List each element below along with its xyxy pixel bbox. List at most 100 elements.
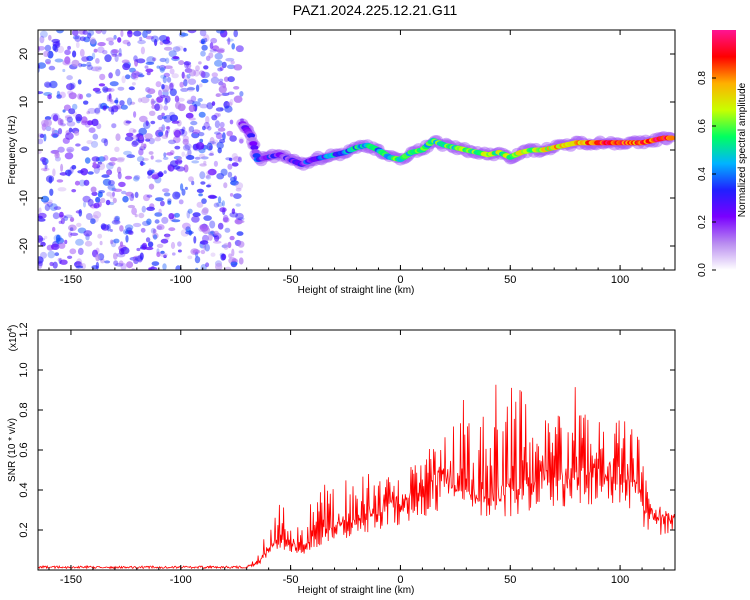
spectrogram-noise-blob [181,71,185,79]
spectrogram-noise-blob [91,52,96,60]
spectrogram-noise-blob [165,126,171,130]
spectrogram-noise-blob [150,227,156,234]
spectrogram-noise-blob [108,161,116,166]
spectrogram-noise-blob [38,256,44,264]
spectrogram-noise-blob [38,218,46,222]
spectrogram-x-axis-label: Height of straight line (km) [298,285,415,296]
spectrogram-noise-blob [146,206,156,211]
spectrogram-noise-blob [136,156,145,163]
spectrogram-noise-blob [156,225,163,230]
spectrogram-noise-blob [130,193,135,199]
spectrogram-noise-blob [59,211,64,218]
spectrogram-noise-blob [72,103,78,110]
spectrogram-noise-blob [217,67,223,72]
spectrogram-noise-blob [207,141,217,145]
spectrogram-noise-blob [58,220,63,224]
spectrogram-noise-blob [148,137,155,145]
spectrogram-noise-blob [102,50,108,55]
spectrogram-noise-blob [79,93,84,100]
spectrogram-noise-blob [229,135,237,142]
spectrogram-noise-blob [219,66,224,71]
spectrogram-noise-blob [207,194,217,199]
spectrogram-noise-blob [139,252,144,260]
spectrogram-noise-blob [111,123,117,129]
spectrogram-noise-blob [87,171,94,175]
spectrogram-noise-blob [204,243,210,252]
spectrogram-noise-blob [166,126,170,134]
spectrogram-noise-blob [162,115,167,120]
spectrogram-noise-blob [79,48,85,57]
spectrogram-noise-blob [90,140,99,148]
spectrogram-noise-blob [219,252,225,257]
spectrogram-noise-blob [66,75,73,81]
spectrogram-noise-blob [110,109,115,115]
snr-y-axis-label: SNR (10 * v/v) [7,418,18,482]
spectrogram-noise-blob [90,218,96,225]
spectrogram-noise-blob [38,46,46,51]
spectrogram-noise-blob [122,39,130,45]
spectrogram-noise-blob [162,263,167,270]
spectrogram-noise-blob [231,248,235,257]
spectrogram-noise-blob [93,48,98,53]
spectrogram-marks [38,30,675,270]
spectrogram-noise-blob [94,107,101,115]
spectrogram-noise-blob [206,184,211,188]
spectrogram-noise-blob [133,55,138,62]
spectrogram-noise-blob [55,149,59,157]
spectrogram-noise-blob [108,40,114,46]
spectrogram-noise-blob [114,215,121,221]
spectrogram-noise-blob [66,83,75,91]
spectrogram-noise-blob [133,222,142,228]
spectrogram-noise-blob [233,86,240,90]
spectrogram-noise-blob [198,193,203,197]
spectrogram-noise-blob [85,213,93,220]
spectrogram-noise-blob [56,90,61,97]
colorbar-gradient [712,30,736,270]
spectrogram-noise-blob [208,52,214,59]
spectrogram-noise-blob [183,47,187,52]
spectrogram-noise-blob [74,35,81,42]
colorbar-tick-label: 0.0 [697,263,708,277]
spectrogram-noise-blob [113,260,119,266]
spectrogram-noise-blob [133,30,142,37]
spectrogram-noise-blob [198,132,205,137]
y-tick-label: -20 [18,238,30,254]
spectrogram-noise-blob [164,97,168,105]
spectrogram-noise-blob [133,176,140,182]
spectrogram-noise-blob [140,227,146,233]
spectrogram-noise-blob [145,35,154,40]
spectrogram-noise-blob [38,62,46,69]
spectrogram-noise-blob [221,200,225,207]
spectrogram-noise-blob [232,156,241,162]
spectrogram-noise-blob [187,98,193,103]
spectrogram-noise-blob [56,179,64,183]
spectrogram-noise-blob [200,40,206,45]
spectrogram-noise-blob [107,184,116,191]
spectrogram-noise-blob [169,114,179,122]
spectrogram-noise-blob [146,218,152,225]
y-tick-label: -10 [18,190,30,206]
spectrogram-noise-blob [214,52,223,60]
spectrogram-noise-blob [227,171,233,178]
snr-y-ticks: 0.2 0.4 0.6 0.8 1.0 1.2 [18,322,675,538]
spectrogram-noise-blob [111,219,121,225]
spectrogram-noise-blob [161,134,169,139]
spectrogram-noise-blob [183,164,189,173]
spectrogram-noise-blob [122,195,129,203]
spectrogram-noise-blob [202,125,206,131]
spectrogram-noise-blob [177,249,182,253]
spectrogram-noise-blob [233,64,243,71]
spectrogram-noise-blob [75,210,82,214]
spectrogram-noise-blob [113,215,120,223]
spectrogram-noise-blob [185,112,194,119]
spectrogram-noise-blob [39,35,45,44]
spectrogram-noise-blob [47,201,53,207]
spectrogram-noise-blob [118,260,124,267]
spectrogram-noise-blob [196,201,204,208]
spectrogram-noise-blob [126,41,131,47]
spectrogram-noise-blob [43,118,52,127]
spectrogram-noise-blob [95,254,100,262]
y-tick-label: 0.8 [18,402,30,417]
spectrogram-noise-blob [239,91,244,97]
spectrogram-noise-blob [219,121,225,128]
